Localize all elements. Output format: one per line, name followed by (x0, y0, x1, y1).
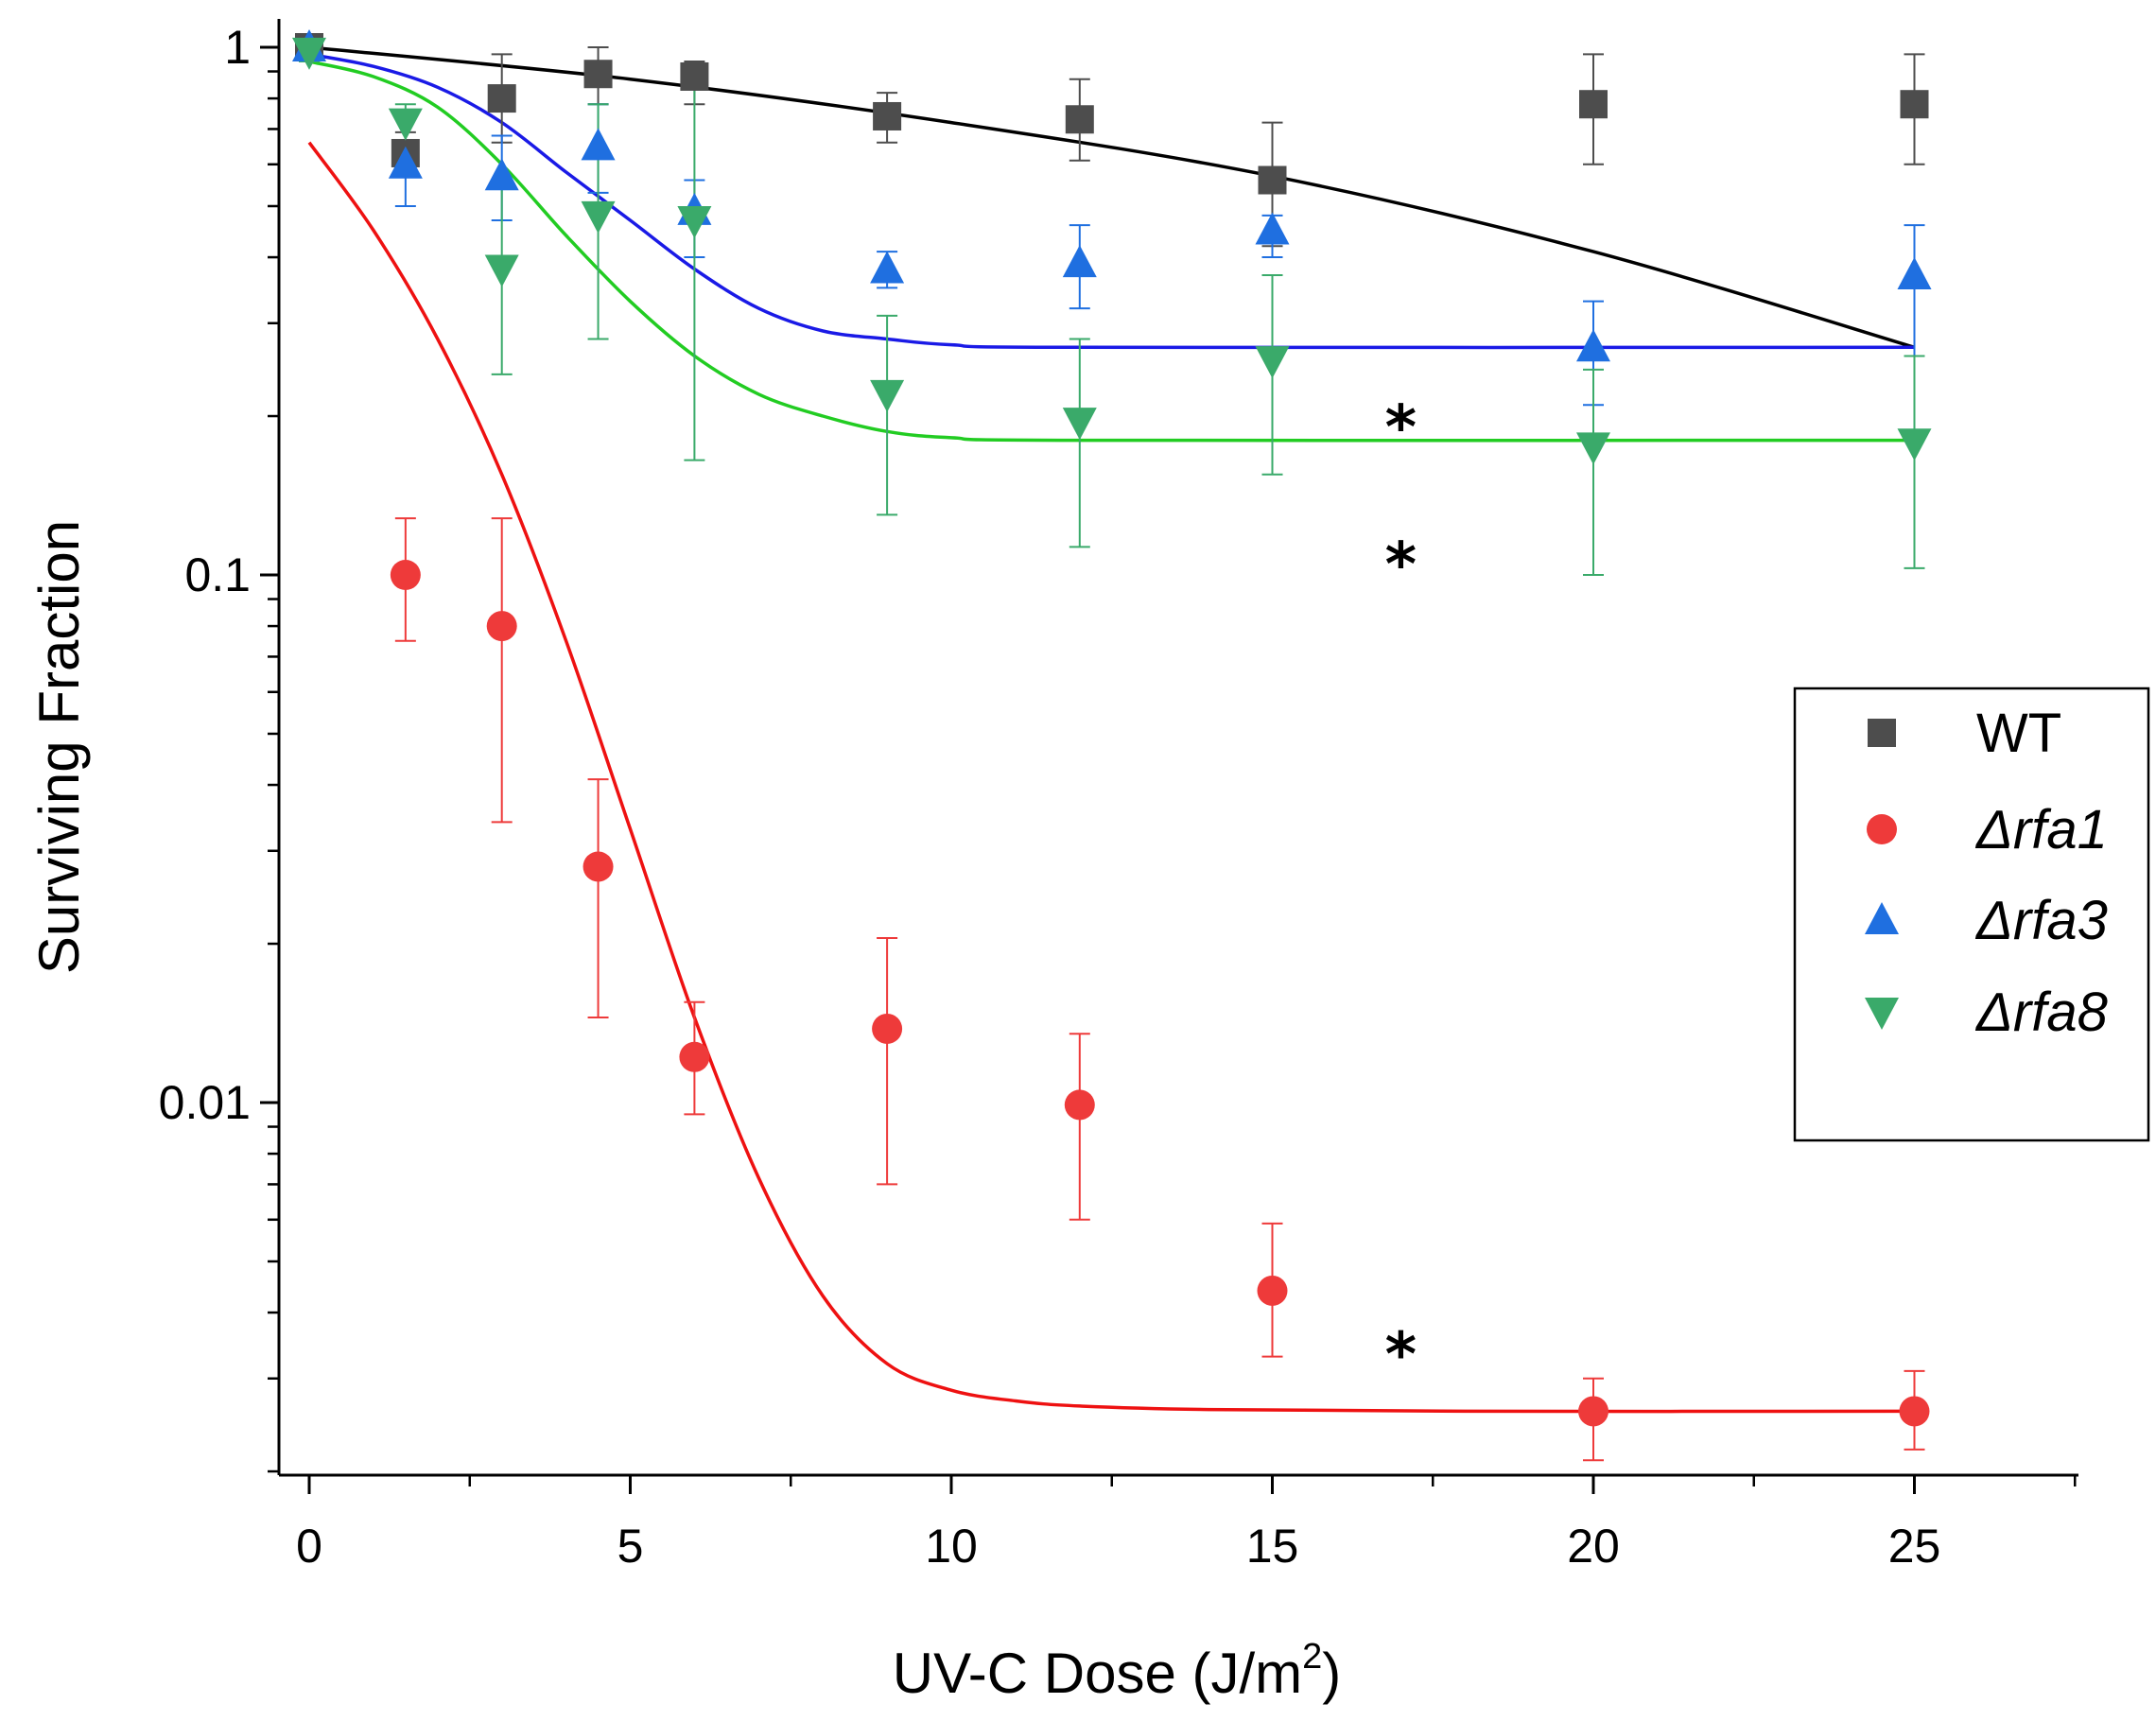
x-tick-label-15: 15 (1246, 1520, 1299, 1573)
point-rfa1-3 (679, 1041, 710, 1072)
point-rfa3-2 (484, 158, 519, 191)
legend-item-rfa8: Δrfa8 (1865, 982, 2108, 1043)
point-rfa1-6 (1257, 1275, 1288, 1306)
point-rfa1-5 (1064, 1089, 1095, 1121)
point-rfa3-1 (388, 146, 423, 179)
data-markers (292, 29, 1932, 1427)
error-bar-rfa3-9 (1904, 224, 1925, 357)
legend-item-rfa1: Δrfa1 (1867, 799, 2108, 860)
point-rfa8-7 (1255, 346, 1290, 379)
significance-asterisk-1: * (1385, 530, 1417, 600)
legend-label-prefix: Δ (1974, 799, 2013, 860)
legend-marker-rfa3 (1865, 902, 1899, 934)
point-rfa8-8 (1576, 432, 1610, 465)
point-rfa8-3 (581, 200, 616, 234)
point-rfa8-9 (1897, 428, 1932, 461)
fit-curves (307, 45, 1916, 1414)
point-rfa1-0 (390, 560, 421, 590)
point-wt-3 (583, 60, 613, 89)
x-tick-label-5: 5 (617, 1520, 644, 1573)
legend-label-name: rfa1 (2013, 799, 2108, 860)
legend-marker-wt (1868, 719, 1896, 747)
y-tick-label-1: 0.1 (184, 548, 251, 601)
point-rfa8-5 (870, 379, 905, 412)
point-wt-9 (1900, 90, 1929, 119)
legend-label-wt: WT (1976, 703, 2061, 764)
point-rfa3-3 (581, 128, 616, 161)
point-rfa1-7 (1578, 1396, 1608, 1427)
legend-item-wt: WT (1868, 703, 2061, 764)
point-rfa8-1 (388, 108, 423, 141)
legend-label-prefix: Δ (1974, 982, 2013, 1043)
point-rfa3-5 (870, 251, 905, 284)
axes (260, 19, 2078, 1494)
point-rfa8-4 (677, 205, 712, 238)
point-wt-4 (680, 61, 709, 91)
point-rfa1-1 (486, 611, 517, 642)
legend-label-prefix: Δ (1974, 890, 2013, 951)
error-bar-rfa8-9 (1904, 355, 1925, 569)
tick-labels: 0 5 10 15 20 25 1 0.1 0.01 (159, 21, 1941, 1573)
point-rfa8-0 (292, 37, 326, 70)
fit-curve-rfa8 (308, 60, 1915, 443)
x-tick-label-25: 25 (1888, 1520, 1941, 1573)
error-bar-rfa1-1 (491, 517, 513, 824)
error-bars (299, 37, 1925, 1462)
legend-label-name: rfa3 (2013, 890, 2108, 951)
x-tick-label-20: 20 (1567, 1520, 1620, 1573)
point-wt-7 (1258, 165, 1287, 195)
point-rfa3-7 (1255, 212, 1290, 245)
y-tick-label-2: 0.01 (159, 1076, 251, 1129)
legend-marker-rfa1 (1867, 814, 1897, 844)
point-rfa3-9 (1897, 256, 1932, 289)
legend-box (1793, 687, 2150, 1142)
point-wt-5 (873, 101, 902, 130)
legend-label-name: rfa8 (2013, 982, 2108, 1043)
significance-asterisk-0: * (1385, 393, 1417, 463)
point-rfa1-8 (1899, 1396, 1930, 1427)
legend-label-rfa8: Δrfa8 (1974, 982, 2108, 1043)
legend-marker-rfa8 (1865, 998, 1899, 1030)
legend-label-rfa1: Δrfa1 (1974, 799, 2108, 860)
x-tick-label-10: 10 (925, 1520, 978, 1573)
annotations: * * * (1385, 393, 1417, 1390)
point-rfa1-4 (872, 1013, 903, 1044)
significance-asterisk-2: * (1385, 1320, 1417, 1390)
error-bar-rfa1-2 (587, 778, 609, 1018)
x-tick-label-0: 0 (296, 1520, 322, 1573)
legend-item-rfa3: Δrfa3 (1865, 890, 2108, 951)
error-bar-rfa8-6 (1069, 338, 1090, 548)
fit-curve-wt (308, 45, 1916, 349)
error-bar-rfa1-5 (1069, 1033, 1090, 1221)
point-rfa8-2 (484, 254, 519, 287)
point-rfa3-8 (1576, 329, 1610, 362)
point-rfa1-2 (582, 851, 614, 882)
point-rfa3-6 (1062, 245, 1097, 278)
error-bar-rfa8-8 (1583, 368, 1604, 576)
fit-curve-rfa1 (307, 141, 1915, 1414)
point-rfa8-6 (1062, 408, 1097, 441)
legend-label-rfa3: Δrfa3 (1974, 890, 2108, 951)
fit-curve-rfa3 (308, 52, 1915, 350)
legend-label-name: WT (1976, 703, 2061, 764)
y-axis-title: Surviving Fraction (27, 520, 91, 974)
error-bar-rfa1-4 (877, 937, 898, 1186)
point-wt-6 (1065, 105, 1094, 134)
error-bar-rfa8-5 (877, 314, 898, 516)
point-wt-8 (1579, 90, 1608, 119)
point-wt-2 (487, 84, 516, 113)
x-axis-title: UV-C Dose (J/m2) (893, 1637, 1342, 1705)
y-tick-label-0: 1 (224, 21, 251, 74)
